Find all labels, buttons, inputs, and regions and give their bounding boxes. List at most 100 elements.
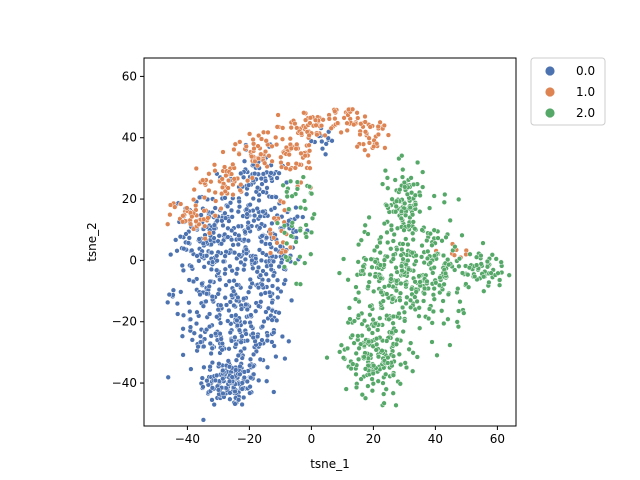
data-point [246,131,253,137]
data-point [301,110,307,116]
data-point [239,386,245,392]
data-point [179,262,185,269]
x-tick-label: 40 [428,432,443,446]
data-point [404,294,410,300]
data-point [436,282,443,288]
data-point [220,258,227,265]
data-point [338,129,344,136]
data-point [249,153,255,160]
data-point [362,366,369,372]
data-point [446,262,452,268]
data-point [185,240,192,246]
data-point [255,143,261,149]
data-point [383,386,389,392]
data-point [441,281,447,287]
data-point [233,341,239,347]
data-point [292,120,298,127]
data-point [226,218,232,224]
data-point [403,236,409,242]
legend-label: 1.0 [576,85,595,99]
data-point [224,203,231,210]
data-point [300,214,306,220]
data-point [174,248,180,254]
data-point [366,326,372,332]
data-point [233,357,240,363]
data-point [380,380,386,386]
data-point [173,237,179,243]
data-point [168,251,174,258]
data-point [455,308,462,314]
data-point [352,296,359,302]
data-point [212,205,218,211]
data-point [493,256,499,262]
data-point [233,367,239,373]
data-point [393,287,400,294]
data-point [277,243,284,250]
data-point [212,213,218,219]
data-point [217,320,224,326]
data-point [226,278,232,284]
data-point [365,152,371,159]
data-point [408,175,414,181]
data-point [258,136,265,142]
data-point [392,177,398,183]
data-point [209,345,215,351]
data-point [408,190,415,196]
data-point [430,308,437,315]
data-point [250,141,257,147]
data-point [259,282,265,288]
data-point [219,184,226,191]
data-point [362,113,368,120]
data-point [231,250,238,256]
data-point [329,138,335,144]
data-point [273,134,279,141]
data-point [206,230,213,236]
data-point [427,231,433,237]
data-point [184,205,190,211]
data-point [264,364,271,370]
data-point [378,234,384,240]
data-point [235,352,241,359]
data-point [256,132,262,139]
data-point [193,165,199,172]
data-point [252,170,258,177]
data-point [228,237,235,243]
data-point [302,153,308,159]
data-point [397,290,404,296]
data-point [377,249,383,256]
data-point [429,242,435,248]
data-point [354,144,360,150]
data-point [442,191,448,198]
data-point [425,248,431,255]
data-point [408,340,414,346]
data-point [223,302,230,308]
data-point [402,360,408,366]
data-point [234,282,240,288]
data-point [403,282,409,288]
data-point [447,217,453,224]
data-point [228,338,235,344]
data-point [198,212,204,218]
data-point [200,384,206,390]
data-point [384,338,390,344]
x-tick-label: 20 [366,432,381,446]
data-point [222,210,228,216]
data-point [245,219,251,226]
data-point [384,229,390,236]
data-point [287,136,293,142]
data-point [243,206,250,212]
data-point [365,383,371,389]
data-point [231,288,237,294]
data-point [238,182,244,188]
data-point [261,318,267,325]
data-point [225,234,231,240]
data-point [351,340,357,346]
data-point [266,153,272,159]
data-point [187,324,194,330]
data-point [220,376,226,382]
data-point [186,300,192,306]
data-point [440,252,447,259]
data-point [340,355,347,361]
data-point [222,271,228,277]
data-point [214,218,220,224]
